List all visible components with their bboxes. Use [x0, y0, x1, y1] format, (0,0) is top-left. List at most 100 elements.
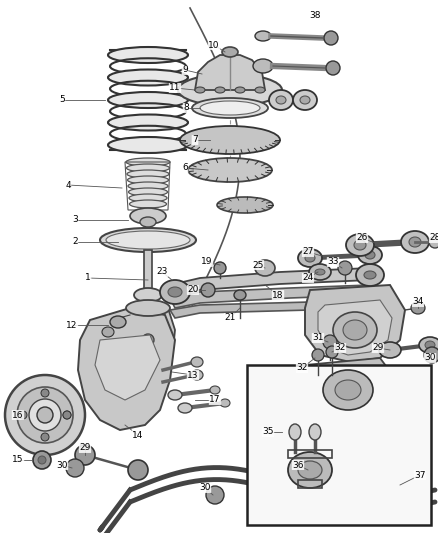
Ellipse shape [276, 96, 286, 104]
Ellipse shape [289, 424, 301, 440]
Ellipse shape [102, 327, 114, 337]
Ellipse shape [401, 231, 429, 253]
Text: 34: 34 [412, 297, 424, 306]
Ellipse shape [215, 87, 225, 93]
Ellipse shape [140, 217, 156, 227]
Ellipse shape [195, 87, 205, 93]
Text: 32: 32 [297, 364, 307, 373]
Ellipse shape [126, 158, 170, 166]
Polygon shape [195, 55, 265, 90]
Ellipse shape [129, 194, 167, 202]
Ellipse shape [338, 261, 352, 275]
Ellipse shape [298, 461, 322, 479]
Ellipse shape [255, 31, 271, 41]
Ellipse shape [127, 170, 169, 178]
Ellipse shape [128, 188, 167, 196]
Ellipse shape [126, 300, 170, 316]
Ellipse shape [5, 375, 85, 455]
Ellipse shape [19, 411, 27, 419]
Ellipse shape [326, 346, 338, 358]
Ellipse shape [178, 74, 282, 106]
Ellipse shape [128, 460, 148, 480]
Text: 19: 19 [201, 257, 213, 266]
Polygon shape [298, 358, 395, 422]
Text: 28: 28 [429, 233, 438, 243]
Text: 36: 36 [292, 461, 304, 470]
Ellipse shape [326, 61, 340, 75]
Ellipse shape [309, 424, 321, 440]
Ellipse shape [220, 399, 230, 407]
Text: 31: 31 [312, 334, 324, 343]
Ellipse shape [365, 251, 375, 259]
Ellipse shape [100, 228, 196, 252]
Ellipse shape [178, 403, 192, 413]
Polygon shape [170, 300, 370, 318]
Ellipse shape [323, 370, 373, 410]
Polygon shape [305, 285, 405, 362]
Text: 13: 13 [187, 370, 199, 379]
Ellipse shape [192, 98, 268, 118]
Text: 38: 38 [309, 11, 321, 20]
Ellipse shape [288, 452, 332, 488]
Ellipse shape [134, 288, 162, 302]
Ellipse shape [130, 208, 166, 224]
Ellipse shape [66, 459, 84, 477]
Polygon shape [170, 268, 370, 295]
Ellipse shape [343, 320, 367, 340]
Ellipse shape [425, 341, 435, 349]
Text: 11: 11 [169, 84, 181, 93]
Ellipse shape [424, 347, 438, 363]
Ellipse shape [235, 87, 245, 93]
Ellipse shape [419, 337, 438, 353]
Ellipse shape [206, 486, 224, 504]
Ellipse shape [312, 349, 324, 361]
Ellipse shape [323, 335, 337, 349]
Ellipse shape [38, 456, 46, 464]
Ellipse shape [191, 370, 203, 380]
Ellipse shape [309, 264, 331, 280]
Text: 5: 5 [59, 95, 65, 104]
Ellipse shape [168, 287, 182, 297]
Ellipse shape [127, 176, 169, 184]
Text: 18: 18 [272, 290, 284, 300]
Ellipse shape [214, 262, 226, 274]
Ellipse shape [429, 236, 438, 248]
Ellipse shape [364, 271, 376, 279]
Polygon shape [318, 300, 392, 355]
Text: 35: 35 [262, 427, 274, 437]
Ellipse shape [217, 197, 273, 213]
Ellipse shape [108, 92, 188, 108]
Ellipse shape [409, 237, 421, 247]
Text: 2: 2 [72, 238, 78, 246]
Text: 24: 24 [302, 273, 314, 282]
Ellipse shape [63, 411, 71, 419]
Ellipse shape [305, 254, 315, 262]
Ellipse shape [210, 386, 220, 394]
Text: 23: 23 [156, 268, 168, 277]
Text: 12: 12 [66, 320, 78, 329]
Ellipse shape [200, 101, 260, 115]
Ellipse shape [293, 90, 317, 110]
Ellipse shape [142, 354, 154, 366]
Ellipse shape [191, 357, 203, 367]
Text: 10: 10 [208, 41, 220, 50]
Ellipse shape [180, 126, 280, 154]
Text: 1: 1 [85, 273, 91, 282]
Ellipse shape [37, 407, 53, 423]
Ellipse shape [127, 164, 170, 172]
Ellipse shape [41, 433, 49, 441]
Ellipse shape [130, 200, 166, 208]
Ellipse shape [315, 269, 325, 275]
Ellipse shape [108, 115, 188, 131]
Ellipse shape [110, 316, 126, 328]
Ellipse shape [335, 380, 361, 400]
Polygon shape [170, 285, 370, 308]
Ellipse shape [75, 445, 95, 465]
Ellipse shape [358, 246, 382, 264]
Ellipse shape [63, 411, 71, 419]
Text: 3: 3 [72, 215, 78, 224]
Text: 20: 20 [187, 286, 199, 295]
Text: 26: 26 [356, 233, 367, 243]
Polygon shape [120, 308, 175, 380]
Ellipse shape [253, 59, 273, 73]
